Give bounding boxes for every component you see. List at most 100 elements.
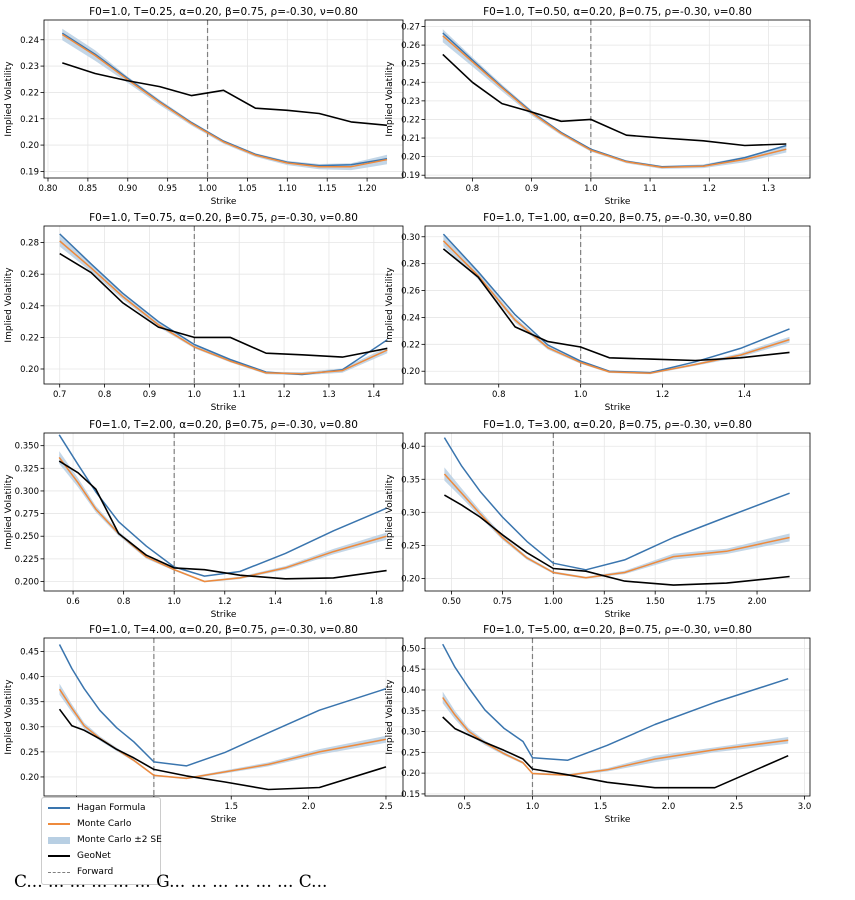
y-tick-label: 0.20 xyxy=(401,367,420,377)
x-tick-label: 1.50 xyxy=(646,597,665,607)
y-tick-label: 0.20 xyxy=(401,574,420,584)
chart-panel-4: 0.8 1.0 1.2 1.4 0.20 0.22 0.24 0.26 0.28 0.30 Stri… xyxy=(385,212,811,413)
chart-title: F0=1.0, T=3.00, α=0.20, β=0.75, ρ=-0.30,… xyxy=(483,419,752,431)
y-tick-label: 0.300 xyxy=(15,487,39,497)
y-tick-label: 0.25 xyxy=(401,541,420,551)
monte-carlo-line xyxy=(443,473,790,579)
x-tick-label: 1.15 xyxy=(318,184,337,194)
x-tick-label: 0.85 xyxy=(78,184,97,194)
y-axis-label: Implied Volatility xyxy=(385,474,395,550)
x-tick-label: 1.05 xyxy=(238,184,257,194)
y-tick-label: 0.20 xyxy=(401,153,420,163)
geonet-line xyxy=(442,248,790,362)
x-tick-label: 0.8 xyxy=(117,597,131,607)
x-tick-label: 1.2 xyxy=(703,184,717,194)
x-tick-label: 1.2 xyxy=(277,390,291,400)
chart-panel-7: 0.51.01.52.02.50.200.250.300.350.400.45S… xyxy=(4,624,404,825)
y-tick-label: 0.225 xyxy=(15,555,39,565)
x-tick-label: 2.0 xyxy=(662,802,676,812)
chart-title: F0=1.0, T=2.00, α=0.20, β=0.75, ρ=-0.30,… xyxy=(89,419,358,431)
legend-item-forward: Forward xyxy=(48,866,113,878)
geonet-line xyxy=(58,460,387,580)
y-tick-label: 0.45 xyxy=(20,648,39,658)
x-axis-label: Strike xyxy=(605,403,631,413)
x-axis-label: Strike xyxy=(605,610,631,620)
y-tick-label: 0.26 xyxy=(20,270,39,280)
y-tick-label: 0.30 xyxy=(20,723,39,733)
legend-item-mc-band: Monte Carlo ±2 SE xyxy=(48,834,162,846)
monte-carlo-line xyxy=(59,240,388,375)
y-axis-label: Implied Volatility xyxy=(4,267,14,343)
y-axis-label: Implied Volatility xyxy=(385,679,395,755)
legend: Hagan Formula Monte Carlo Monte Carlo ±2… xyxy=(41,797,162,885)
geonet-line xyxy=(443,494,790,586)
monte-carlo-line xyxy=(58,688,387,780)
x-tick-label: 1.75 xyxy=(697,597,716,607)
y-tick-label: 0.30 xyxy=(401,508,420,518)
y-tick-label: 0.22 xyxy=(20,88,39,98)
y-tick-label: 0.35 xyxy=(401,707,420,717)
x-axis-label: Strike xyxy=(211,815,237,825)
chart-panel-6: 0.50 0.75 1.00 1.25 1.50 1.75 2.00 0.20 0.25 0.30… xyxy=(385,419,811,620)
geonet-line xyxy=(62,62,388,127)
y-tick-label: 0.250 xyxy=(15,532,39,542)
x-axis-label: Strike xyxy=(211,197,237,207)
axes-frame xyxy=(43,19,404,179)
y-axis-label: Implied Volatility xyxy=(4,61,14,137)
y-tick-label: 0.22 xyxy=(20,333,39,343)
y-tick-label: 0.24 xyxy=(401,78,420,88)
y-tick-label: 0.25 xyxy=(401,748,420,758)
x-tick-label: 1.10 xyxy=(278,184,297,194)
x-tick-label: 1.00 xyxy=(198,184,217,194)
y-tick-label: 0.50 xyxy=(401,644,420,654)
chart-title: F0=1.0, T=4.00, α=0.20, β=0.75, ρ=-0.30,… xyxy=(89,624,358,636)
axes-frame xyxy=(424,225,811,385)
chart-title: F0=1.0, T=0.75, α=0.20, β=0.75, ρ=-0.30,… xyxy=(89,212,358,224)
hagan-line xyxy=(442,32,787,168)
y-tick-label: 0.35 xyxy=(401,475,420,485)
x-tick-label: 1.1 xyxy=(232,390,246,400)
y-tick-label: 0.28 xyxy=(20,239,39,249)
hagan-line xyxy=(58,644,387,767)
plot-area xyxy=(425,226,810,384)
chart-panel-8: 0.5 1.0 1.5 2.0 2.5 3.0 0.15 0.20 0.25 0.30 0.35 0.… xyxy=(385,624,811,825)
legend-item-geonet: GeoNet xyxy=(48,850,111,862)
x-tick-label: 1.25 xyxy=(595,597,614,607)
x-tick-label: 1.3 xyxy=(762,184,776,194)
x-tick-label: 1.20 xyxy=(358,184,377,194)
x-tick-label: 0.6 xyxy=(66,597,80,607)
y-tick-label: 0.27 xyxy=(401,23,420,33)
chart-panel-2: 0.8 0.9 1.0 1.1 1.2 1.3 0.19 0.20 0.21 0.22 0.23 0.… xyxy=(385,6,811,207)
plot-area xyxy=(44,638,403,796)
y-tick-label: 0.26 xyxy=(401,287,420,297)
y-tick-label: 0.24 xyxy=(20,36,39,46)
y-tick-label: 0.20 xyxy=(20,141,39,151)
plot-area xyxy=(44,226,403,384)
legend-swatch-geonet xyxy=(48,855,70,857)
x-tick-label: 1.1 xyxy=(643,184,657,194)
legend-swatch-mc xyxy=(48,823,70,825)
y-tick-label: 0.28 xyxy=(401,260,420,270)
x-tick-label: 1.5 xyxy=(224,802,238,812)
chart-title: F0=1.0, T=0.25, α=0.20, β=0.75, ρ=-0.30,… xyxy=(89,6,358,18)
y-tick-label: 0.25 xyxy=(20,748,39,758)
y-tick-label: 0.22 xyxy=(401,115,420,125)
y-tick-label: 0.40 xyxy=(401,686,420,696)
x-tick-label: 1.4 xyxy=(367,390,381,400)
axes-frame xyxy=(43,637,404,797)
y-tick-label: 0.19 xyxy=(20,167,39,177)
y-tick-label: 0.40 xyxy=(401,442,420,452)
hagan-line xyxy=(443,437,790,571)
x-tick-label: 0.75 xyxy=(493,597,512,607)
chart-title: F0=1.0, T=1.00, α=0.20, β=0.75, ρ=-0.30,… xyxy=(483,212,752,224)
plot-area xyxy=(44,20,403,178)
y-tick-label: 0.275 xyxy=(15,510,39,520)
x-tick-label: 0.8 xyxy=(466,184,480,194)
y-tick-label: 0.26 xyxy=(401,41,420,51)
hagan-line xyxy=(442,233,790,374)
y-tick-label: 0.25 xyxy=(401,60,420,70)
x-tick-label: 1.4 xyxy=(269,597,283,607)
axes-frame xyxy=(424,19,811,179)
y-tick-label: 0.20 xyxy=(20,365,39,375)
